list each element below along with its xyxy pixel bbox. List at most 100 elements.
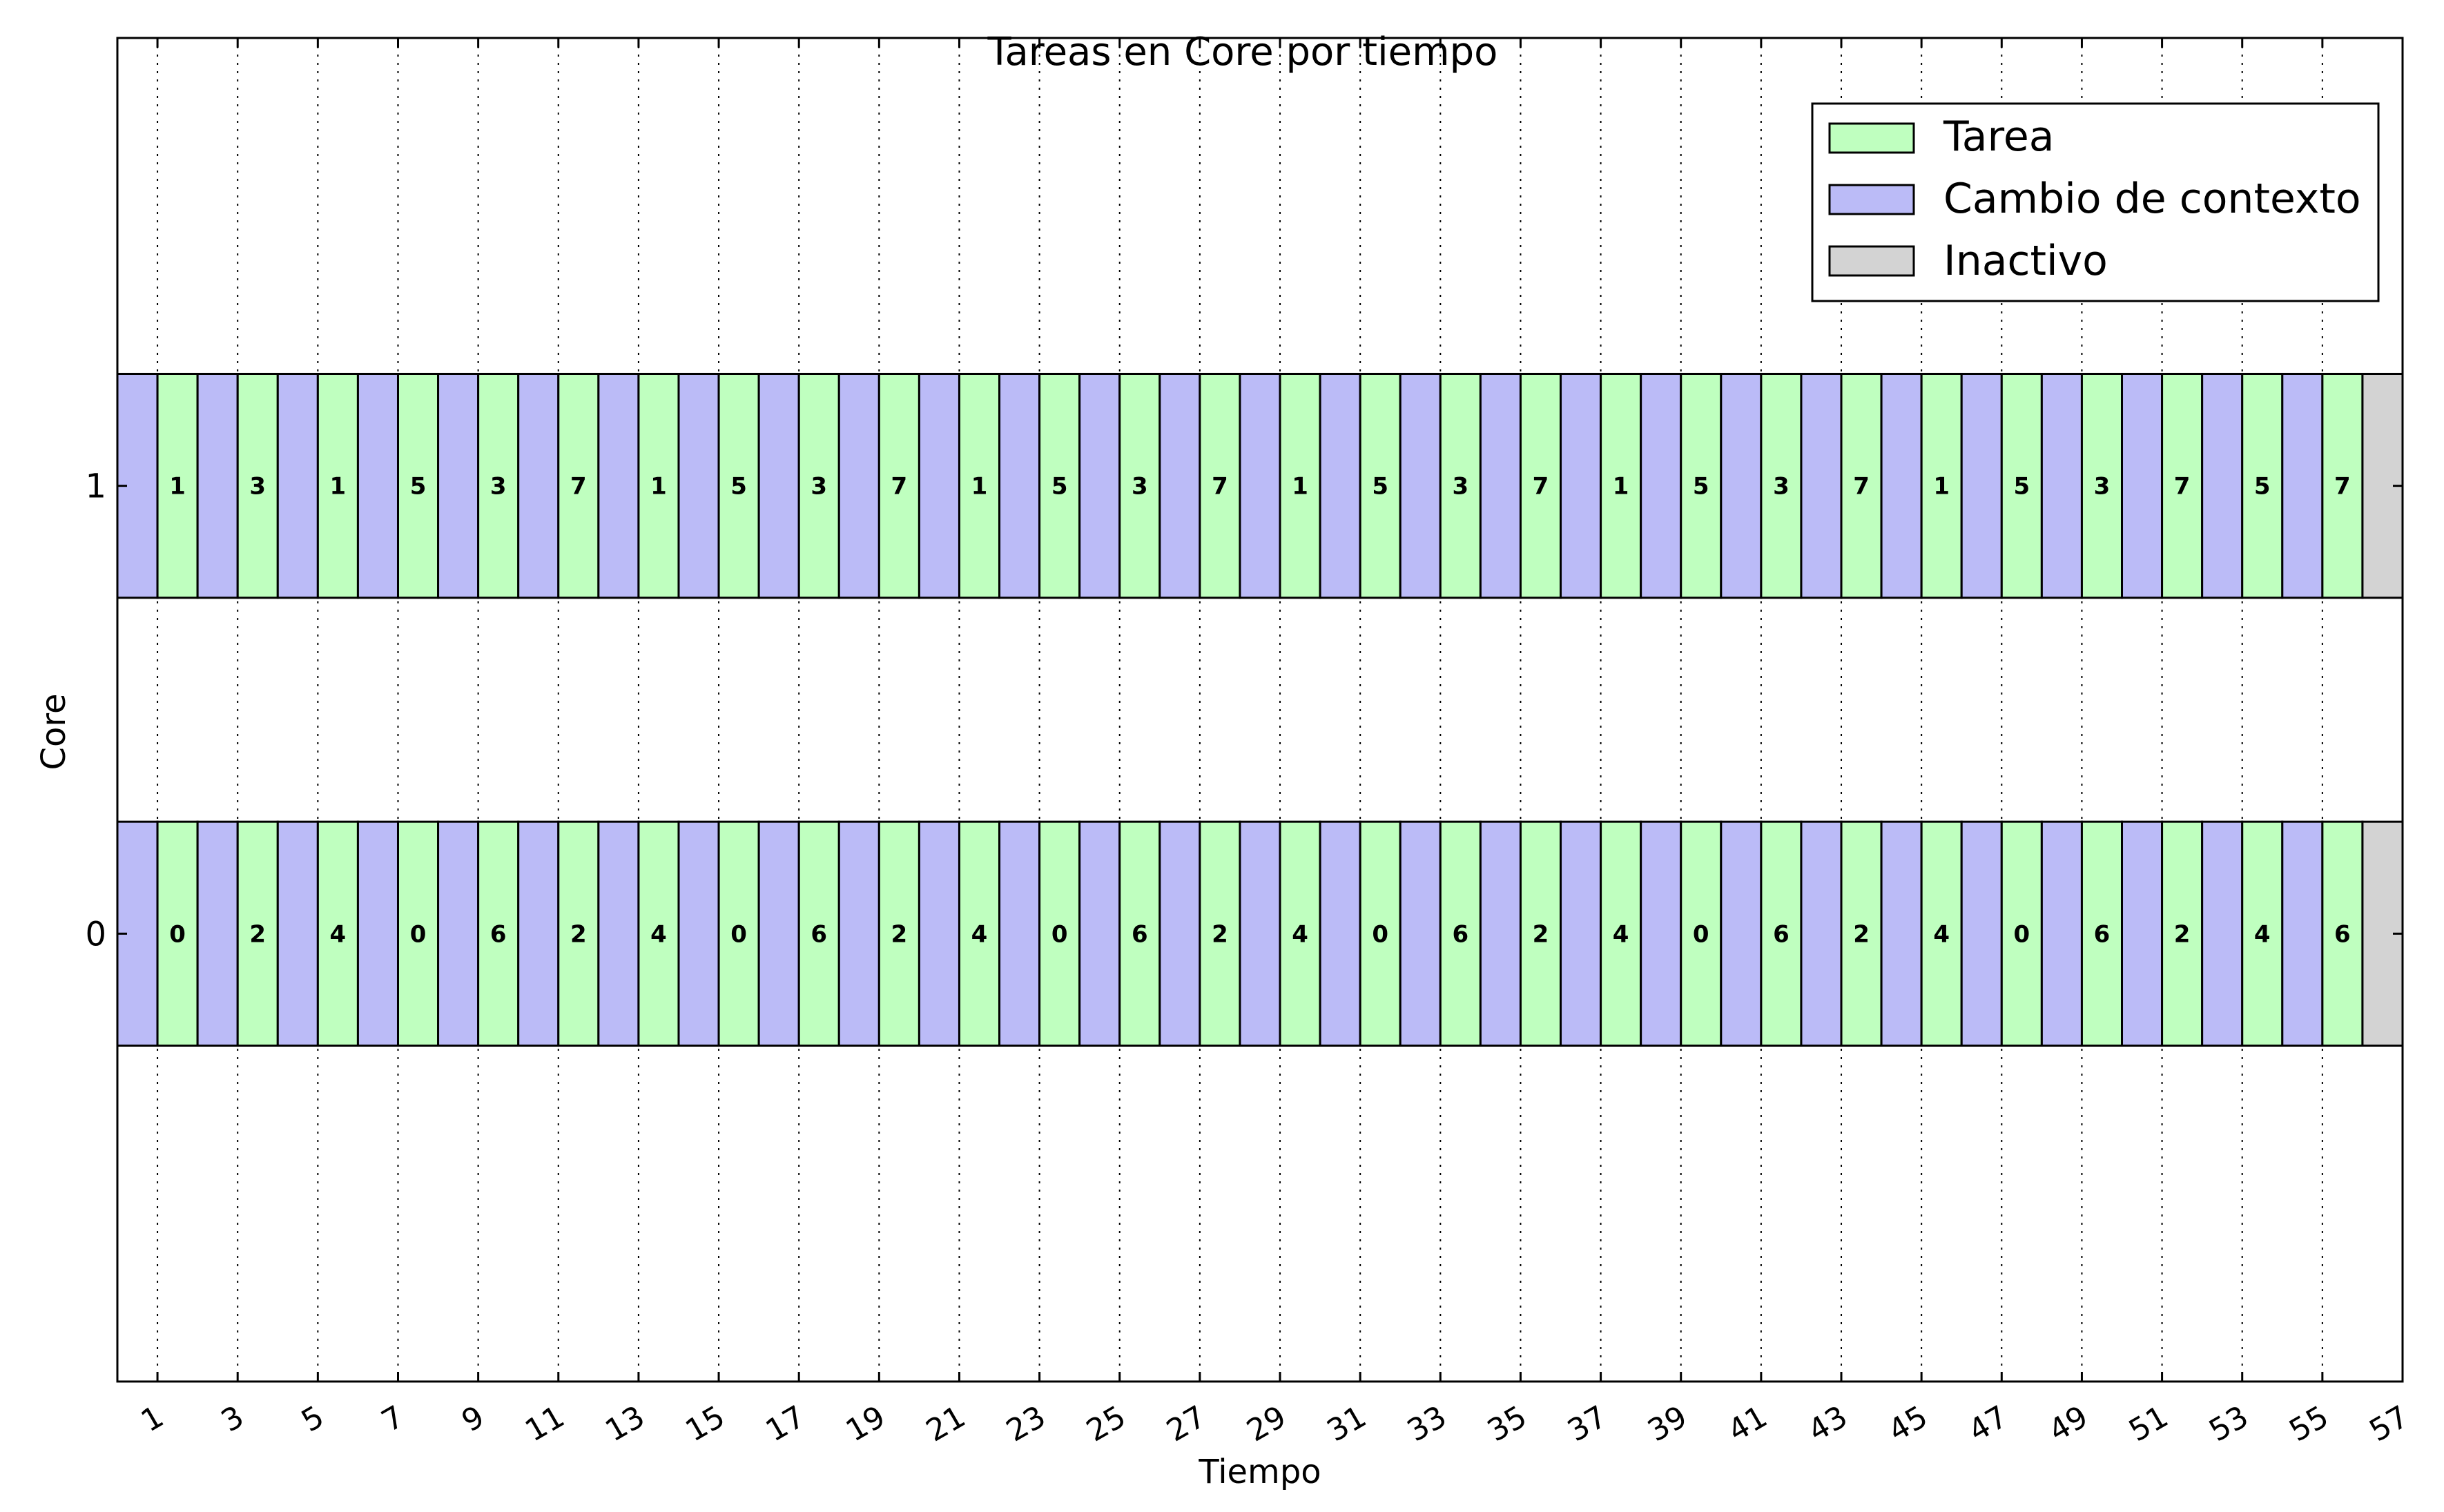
task-bar [1038,820,1081,1047]
task-label: 1 [650,473,667,501]
x-tick-label: 25 [1080,1399,1132,1448]
x-tick-label: 41 [1722,1399,1773,1448]
task-bar [2161,820,2204,1047]
task-label: 3 [490,473,507,501]
bar-labels: 1 3 1 5 3 7 1 5 3 7 1 5 3 7 1 5 3 7 1 5 3 7 1 5 3 7 5 7 0 2 4 0 6 2 4 0 6 2 4 0… [169,473,2350,949]
task-bar [877,373,920,599]
x-tick-label: 55 [2283,1399,2334,1448]
x-tick-label: 9 [456,1399,490,1439]
x-tick-label: 33 [1402,1399,1453,1448]
context-switch-bar [2201,820,2244,1047]
context-switch-bar [1158,820,1201,1047]
task-label: 5 [410,473,427,501]
x-tick-label: 23 [1000,1399,1051,1448]
x-tick-label: 15 [680,1399,731,1448]
context-switch-bar [1640,820,1682,1047]
task-bar [1600,373,1642,599]
context-switch-bar [1880,373,1923,599]
context-switch-bar [2121,373,2164,599]
context-switch-bar [1720,373,1763,599]
y-tick-label: 0 [85,915,106,953]
task-bar [1118,820,1161,1047]
context-switch-bar [2281,373,2324,599]
task-label: 7 [1853,473,1870,501]
context-switch-bar [1800,820,1843,1047]
task-bar [316,373,359,599]
context-switch-bar [356,820,399,1047]
context-switch-bar [757,820,800,1047]
x-tick-label: 47 [1963,1399,2014,1448]
context-switch-bar [1399,373,1442,599]
task-label: 4 [1933,920,1950,948]
task-label: 3 [811,473,827,501]
task-label: 3 [1453,473,1469,501]
task-label: 7 [2174,473,2191,501]
x-tick-label: 45 [1883,1399,1934,1448]
task-bar [1840,373,1883,599]
task-label: 5 [1372,473,1388,501]
context-switch-bar [1800,373,1843,599]
task-label: 0 [1372,920,1388,948]
task-bar [717,373,760,599]
task-bar [958,820,1001,1047]
task-label: 7 [570,473,587,501]
context-switch-bar [1078,820,1121,1047]
task-label: 6 [2334,920,2351,948]
task-bar [1920,373,1963,599]
context-switch-bar [918,820,960,1047]
x-tick-label: 13 [599,1399,650,1448]
x-tick-label: 27 [1161,1399,1212,1448]
task-bar [797,820,840,1047]
context-switch-bar [1319,820,1361,1047]
task-label: 6 [1453,920,1469,948]
task-label: 6 [490,920,507,948]
task-bar [1519,373,1562,599]
task-label: 1 [169,473,186,501]
bars [116,373,2404,1047]
x-tick-label: 17 [760,1399,811,1448]
task-label: 1 [971,473,988,501]
x-tick-label: 1 [135,1399,170,1439]
y-axis-ticks: 01 [85,467,2403,953]
task-bar [557,820,600,1047]
context-switch-bar [837,373,880,599]
context-switch-bar [2201,373,2244,599]
task-label: 6 [2094,920,2111,948]
task-label: 2 [249,920,266,948]
task-bar [1760,820,1803,1047]
task-label: 7 [1533,473,1549,501]
context-switch-bar [757,373,800,599]
x-tick-label: 53 [2203,1399,2254,1448]
legend-label-idle: Inactivo [1943,237,2108,285]
task-bar [156,373,199,599]
task-bar [557,373,600,599]
task-label: 3 [1773,473,1790,501]
task-bar [1840,820,1883,1047]
task-bar [1439,373,1482,599]
legend-swatch-task [1828,122,1915,154]
task-bar [1600,820,1642,1047]
task-label: 3 [1132,473,1148,501]
task-label: 2 [1533,920,1549,948]
context-switch-bar [196,820,239,1047]
task-label: 6 [811,920,827,948]
context-switch-bar [918,373,960,599]
task-bar [236,373,279,599]
context-switch-bar [1158,373,1201,599]
task-bar [1279,820,1321,1047]
task-bar [1038,373,1081,599]
task-label: 1 [1292,473,1308,501]
task-label: 1 [330,473,347,501]
x-tick-label: 19 [840,1399,891,1448]
y-tick-label: 1 [85,467,106,506]
task-label: 0 [1051,920,1068,948]
legend-swatch-idle [1828,245,1915,277]
legend-swatch-switch [1828,184,1915,215]
x-tick-label: 43 [1803,1399,1854,1448]
task-bar [156,820,199,1047]
task-label: 0 [1693,920,1709,948]
task-label: 5 [1051,473,1068,501]
task-label: 4 [650,920,667,948]
task-bar [477,373,520,599]
task-bar [1359,373,1402,599]
